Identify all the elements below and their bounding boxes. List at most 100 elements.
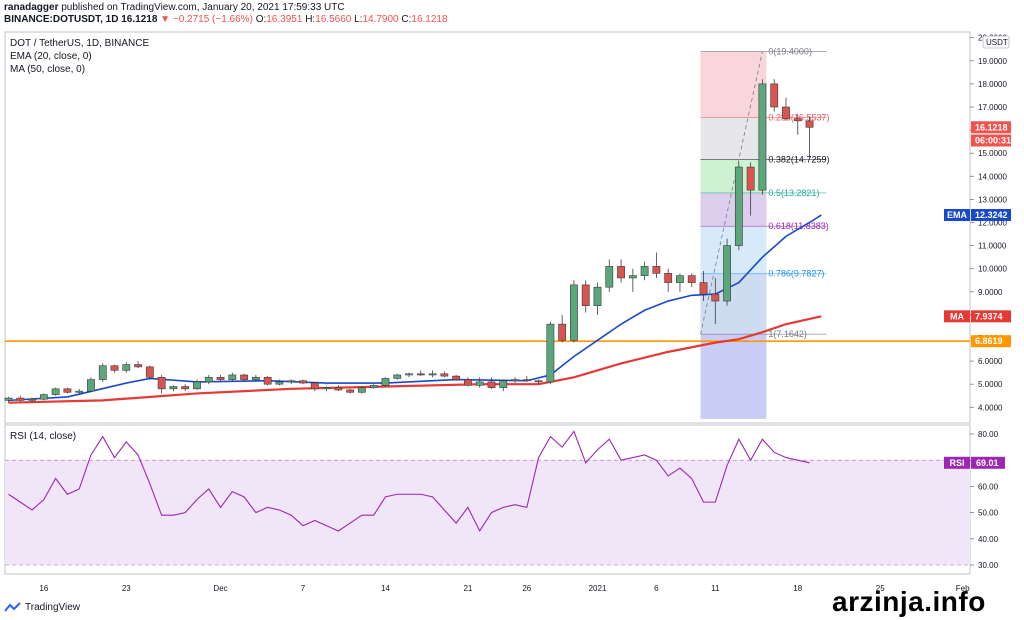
x-tick-label: 26 — [522, 584, 531, 593]
currency-label: USDT — [986, 38, 1008, 47]
rsi-tick-label: 60.00 — [978, 482, 999, 491]
price-tag-label: 6.8619 — [975, 336, 1003, 346]
candle-body — [758, 83, 767, 191]
candle-body — [558, 323, 567, 341]
x-tick-label: 11 — [711, 584, 720, 593]
candle-body — [393, 374, 402, 379]
fib-trend-line — [700, 51, 763, 335]
x-tick-label: Dec — [213, 584, 227, 593]
indicator-tag-value: 7.9374 — [975, 311, 1003, 321]
price-tick-label: 17.0000 — [978, 103, 1007, 112]
candle-body — [357, 387, 366, 393]
candle-body — [617, 266, 625, 279]
rsi-tag-value: 69.01 — [976, 458, 999, 468]
candle-body — [322, 387, 331, 390]
candle-body — [464, 379, 472, 386]
indicator-tag-label: MA — [950, 311, 964, 321]
candle-body — [699, 282, 708, 295]
candle-body — [734, 166, 743, 246]
candle-body — [240, 374, 248, 380]
rsi-tag-label-box — [944, 456, 970, 469]
price-tick-label: 13.0000 — [978, 195, 1007, 204]
candle-body — [157, 376, 166, 390]
candle-body — [28, 398, 36, 401]
brand-label: TradingView — [25, 602, 81, 613]
fib-level-label: 0(19.4000) — [768, 47, 812, 57]
candle-body — [251, 376, 260, 380]
price-tag-box — [971, 121, 1011, 134]
candle-body — [676, 275, 684, 283]
candle-body — [746, 166, 755, 191]
rsi-tag-label: RSI — [949, 458, 964, 468]
candle-body — [287, 380, 296, 383]
fib-zone — [700, 192, 767, 227]
legend-pair: DOT / TetherUS, 1D, BINANCE — [10, 38, 150, 49]
candle-body — [263, 376, 272, 385]
candle-body — [570, 284, 578, 341]
indicator-tag-label-box — [944, 310, 970, 323]
candle-body — [405, 373, 413, 376]
rsi-tick-label: 40.00 — [978, 535, 999, 544]
price-tag-box — [971, 335, 1011, 348]
candle-body — [134, 364, 142, 368]
candle-body — [16, 397, 25, 401]
x-tick-label: 21 — [463, 584, 472, 593]
candle-body — [546, 323, 555, 383]
candle-body — [534, 380, 543, 383]
candle-body — [87, 379, 95, 392]
price-tick-label: 12.0000 — [978, 219, 1007, 228]
fib-zone — [700, 334, 767, 419]
candle-body — [440, 373, 449, 377]
author-name: ranadagger — [4, 2, 59, 13]
fib-zone — [700, 51, 767, 118]
candle-body — [275, 381, 284, 385]
price-pane-border — [4, 31, 971, 424]
ohlc-line: BINANCE:DOTUSDT, 1D 16.1218 ▼ −0.2715 (−… — [4, 14, 448, 25]
rsi-tag-value-box — [971, 456, 1005, 469]
open-label: O: — [255, 14, 267, 25]
x-tick-label: Feb — [956, 584, 970, 593]
price-tags: 16.1218 06:00:31 EMA 12.3242 MA 7.9374 6.8619 R… — [944, 121, 1011, 469]
low-value: 14.7900 — [362, 14, 399, 25]
candles — [4, 79, 814, 403]
candle-body — [346, 389, 355, 393]
close-value: 16.1218 — [411, 14, 448, 25]
fib-level-label: 0.236(16.5537) — [768, 112, 829, 122]
price-change: ▼ −0.2715 (−1.66%) — [160, 14, 253, 25]
candle-body — [593, 286, 602, 306]
candle-body — [416, 373, 425, 376]
indicator-tag-value-box — [971, 209, 1011, 222]
candle-body — [145, 366, 154, 378]
candle-body — [522, 379, 531, 382]
candle-body — [299, 380, 307, 384]
tradingview-brand[interactable]: TradingView — [4, 602, 80, 613]
candle-body — [770, 83, 779, 108]
candle-body — [63, 388, 72, 393]
candle-body — [499, 380, 508, 388]
candle-body — [181, 386, 190, 390]
candle-body — [334, 387, 343, 391]
x-tick-label: 16 — [39, 584, 48, 593]
legend-ma: MA (50, close, 0) — [10, 64, 86, 75]
price-tick-label: 4.0000 — [978, 403, 1003, 412]
candle-body — [805, 120, 814, 128]
candle-body — [475, 381, 484, 386]
x-tick-label: 25 — [876, 584, 885, 593]
fib-level-label: 0.382(14.7259) — [768, 155, 829, 165]
candle-body — [793, 118, 802, 122]
high-value: 16.5660 — [315, 14, 352, 25]
candle-body — [216, 376, 225, 380]
candle-body — [381, 378, 390, 386]
fib-level-label: 0.5(13.2821) — [768, 188, 819, 198]
candle-body — [193, 381, 201, 390]
rsi-tick-label: 80.00 — [978, 430, 999, 439]
price-tick-label: 5.0000 — [978, 380, 1003, 389]
candle-body — [723, 245, 731, 302]
indicator-tag-value-box — [971, 310, 1011, 323]
price-tag-box — [971, 134, 1011, 147]
price-tick-label: 18.0000 — [978, 80, 1007, 89]
x-tick-label: 14 — [381, 584, 390, 593]
candle-body — [652, 266, 661, 274]
candle-body — [511, 379, 519, 382]
